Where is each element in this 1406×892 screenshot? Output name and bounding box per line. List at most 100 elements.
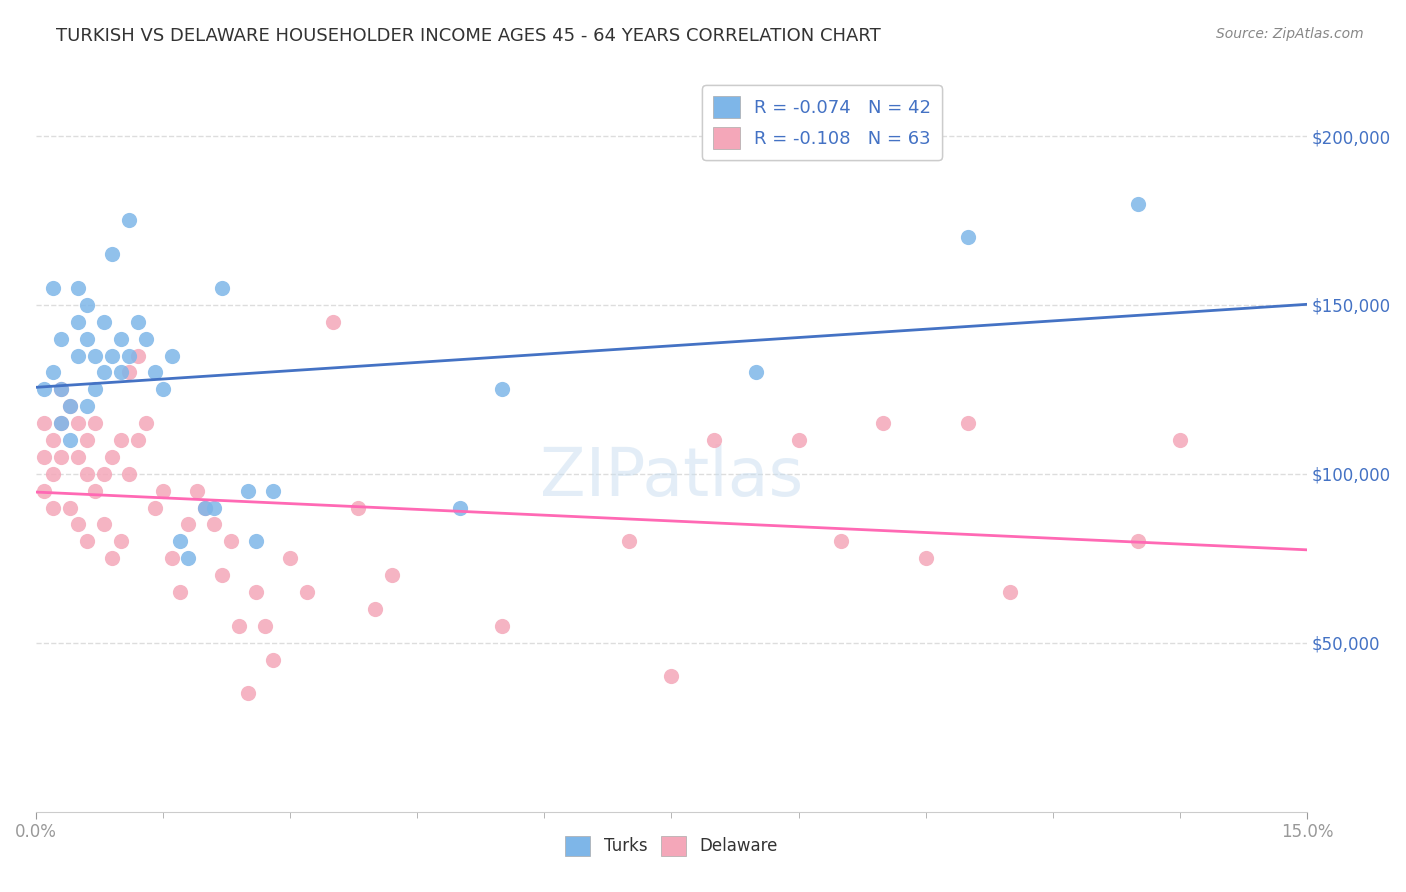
- Point: [177, 551, 200, 566]
- Point: [84, 349, 107, 363]
- Point: [101, 450, 124, 464]
- Point: [245, 585, 267, 599]
- Point: [617, 534, 640, 549]
- Point: [110, 534, 132, 549]
- Point: [118, 467, 141, 481]
- Point: [135, 332, 157, 346]
- Point: [236, 483, 259, 498]
- Point: [59, 500, 82, 515]
- Point: [194, 500, 217, 515]
- Point: [1000, 585, 1022, 599]
- Point: [211, 281, 233, 295]
- Point: [42, 281, 65, 295]
- Point: [449, 500, 471, 515]
- Point: [703, 433, 725, 447]
- Point: [93, 517, 115, 532]
- Point: [76, 298, 98, 312]
- Point: [152, 483, 174, 498]
- Point: [211, 568, 233, 582]
- Point: [51, 416, 73, 430]
- Point: [110, 366, 132, 380]
- Point: [34, 450, 56, 464]
- Text: ZIPatlas: ZIPatlas: [540, 444, 803, 510]
- Point: [872, 416, 894, 430]
- Point: [295, 585, 318, 599]
- Point: [110, 433, 132, 447]
- Point: [194, 500, 217, 515]
- Point: [67, 450, 90, 464]
- Text: Source: ZipAtlas.com: Source: ZipAtlas.com: [1216, 27, 1364, 41]
- Point: [347, 500, 370, 515]
- Point: [169, 534, 191, 549]
- Point: [278, 551, 301, 566]
- Point: [101, 349, 124, 363]
- Point: [245, 534, 267, 549]
- Point: [34, 416, 56, 430]
- Legend: R = -0.074   N = 42, R = -0.108   N = 63: R = -0.074 N = 42, R = -0.108 N = 63: [702, 85, 942, 160]
- Point: [491, 619, 513, 633]
- Point: [143, 366, 166, 380]
- Point: [59, 399, 82, 413]
- Point: [186, 483, 208, 498]
- Point: [101, 551, 124, 566]
- Text: TURKISH VS DELAWARE HOUSEHOLDER INCOME AGES 45 - 64 YEARS CORRELATION CHART: TURKISH VS DELAWARE HOUSEHOLDER INCOME A…: [56, 27, 882, 45]
- Point: [135, 416, 157, 430]
- Point: [661, 669, 683, 683]
- Point: [76, 399, 98, 413]
- Point: [84, 416, 107, 430]
- Point: [236, 686, 259, 700]
- Point: [51, 383, 73, 397]
- Point: [101, 247, 124, 261]
- Point: [76, 467, 98, 481]
- Point: [34, 483, 56, 498]
- Point: [42, 433, 65, 447]
- Point: [745, 366, 768, 380]
- Point: [118, 349, 141, 363]
- Point: [93, 315, 115, 329]
- Point: [364, 602, 387, 616]
- Point: [219, 534, 242, 549]
- Point: [76, 332, 98, 346]
- Point: [322, 315, 344, 329]
- Point: [76, 534, 98, 549]
- Point: [228, 619, 250, 633]
- Point: [51, 383, 73, 397]
- Point: [76, 433, 98, 447]
- Point: [1168, 433, 1191, 447]
- Point: [152, 383, 174, 397]
- Point: [51, 450, 73, 464]
- Point: [169, 585, 191, 599]
- Point: [914, 551, 936, 566]
- Point: [118, 366, 141, 380]
- Point: [957, 230, 980, 244]
- Point: [118, 213, 141, 227]
- Point: [34, 383, 56, 397]
- Point: [787, 433, 810, 447]
- Point: [177, 517, 200, 532]
- Point: [42, 500, 65, 515]
- Point: [67, 315, 90, 329]
- Point: [1126, 534, 1149, 549]
- Point: [160, 551, 183, 566]
- Point: [127, 433, 149, 447]
- Point: [830, 534, 852, 549]
- Point: [143, 500, 166, 515]
- Point: [127, 315, 149, 329]
- Point: [110, 332, 132, 346]
- Point: [67, 281, 90, 295]
- Point: [202, 517, 225, 532]
- Point: [93, 366, 115, 380]
- Point: [262, 652, 284, 666]
- Point: [51, 332, 73, 346]
- Point: [127, 349, 149, 363]
- Point: [93, 467, 115, 481]
- Point: [51, 416, 73, 430]
- Point: [491, 383, 513, 397]
- Point: [84, 483, 107, 498]
- Point: [67, 517, 90, 532]
- Point: [42, 366, 65, 380]
- Point: [42, 467, 65, 481]
- Point: [253, 619, 276, 633]
- Point: [59, 399, 82, 413]
- Point: [160, 349, 183, 363]
